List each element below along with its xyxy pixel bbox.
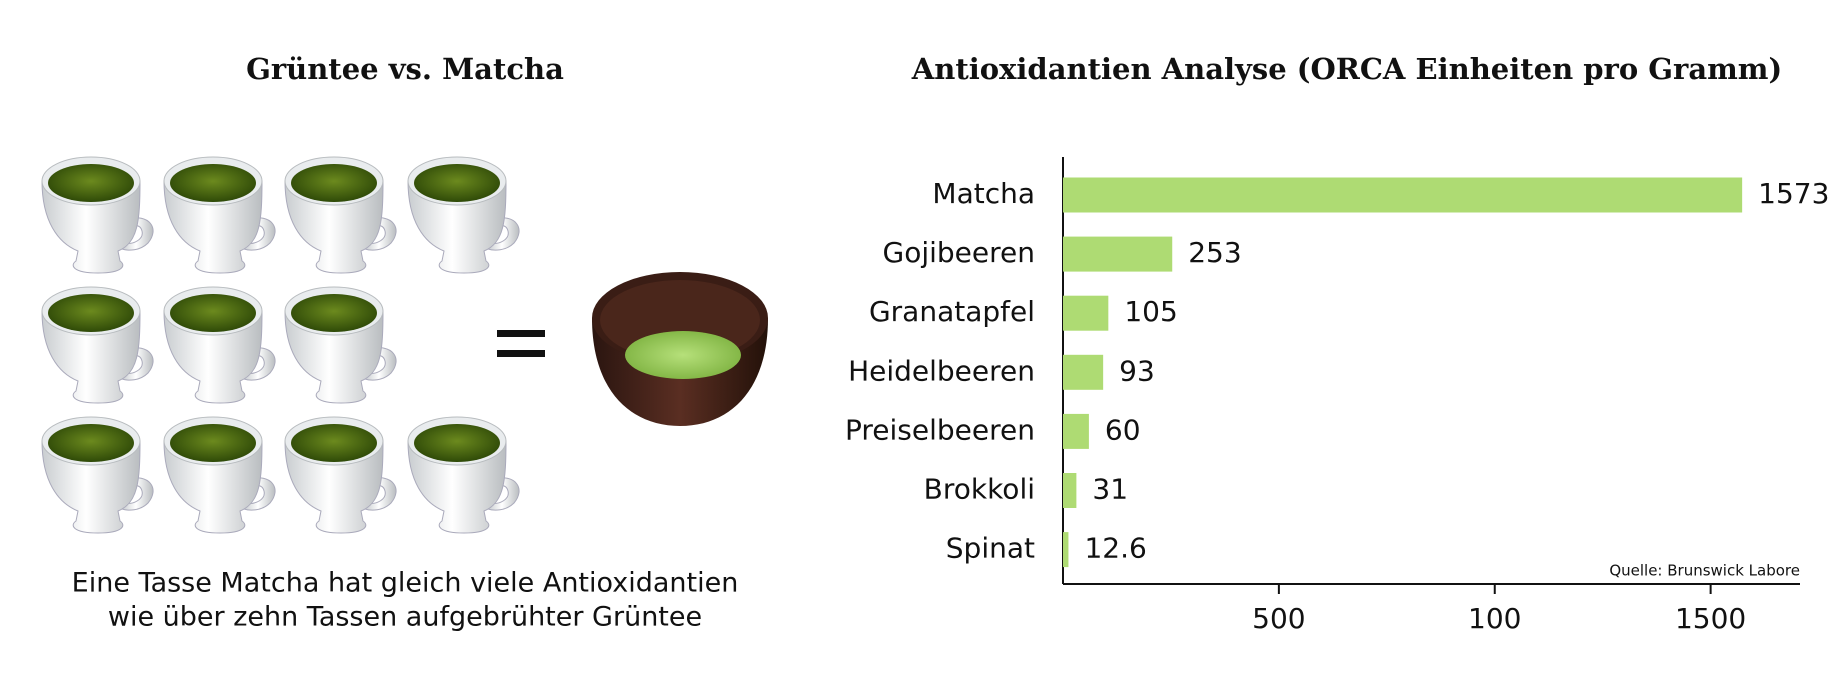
bar xyxy=(1063,295,1109,331)
bar xyxy=(1063,236,1173,272)
chart-title: Antioxidantien Analyse (ORCA Einheiten p… xyxy=(911,52,1782,86)
bar xyxy=(1063,354,1104,390)
equals-sign xyxy=(497,330,545,357)
panel-title: Grüntee vs. Matcha xyxy=(246,52,564,86)
green-tea-cups xyxy=(41,156,520,534)
bar xyxy=(1063,473,1077,508)
bar xyxy=(1063,413,1089,449)
category-label: Heidelbeeren xyxy=(848,354,1035,387)
value-label: 253 xyxy=(1188,236,1241,269)
matcha-bowl xyxy=(592,272,768,426)
category-label: Gojibeeren xyxy=(883,236,1035,269)
bar xyxy=(1063,532,1069,568)
caption-line: Eine Tasse Matcha hat gleich viele Antio… xyxy=(72,568,739,599)
value-label: 12.6 xyxy=(1084,532,1146,565)
x-tick-label: 100 xyxy=(1468,602,1521,635)
category-label: Matcha xyxy=(932,177,1035,210)
source-note: Quelle: Brunswick Labore xyxy=(1609,562,1800,580)
x-tick-label: 1500 xyxy=(1675,602,1746,635)
caption-line: wie über zehn Tassen aufgebrühter Grünte… xyxy=(108,602,702,633)
value-label: 105 xyxy=(1124,295,1177,328)
value-label: 93 xyxy=(1119,354,1155,387)
value-label: 1573 xyxy=(1758,177,1829,210)
category-label: Spinat xyxy=(946,532,1035,565)
bar-chart: Antioxidantien Analyse (ORCA Einheiten p… xyxy=(845,52,1829,635)
category-label: Preiselbeeren xyxy=(845,413,1035,446)
category-label: Brokkoli xyxy=(924,473,1035,506)
value-label: 31 xyxy=(1092,473,1128,506)
x-tick-label: 500 xyxy=(1252,602,1305,635)
value-label: 60 xyxy=(1105,413,1141,446)
category-label: Granatapfel xyxy=(869,295,1035,328)
bar xyxy=(1063,177,1743,213)
